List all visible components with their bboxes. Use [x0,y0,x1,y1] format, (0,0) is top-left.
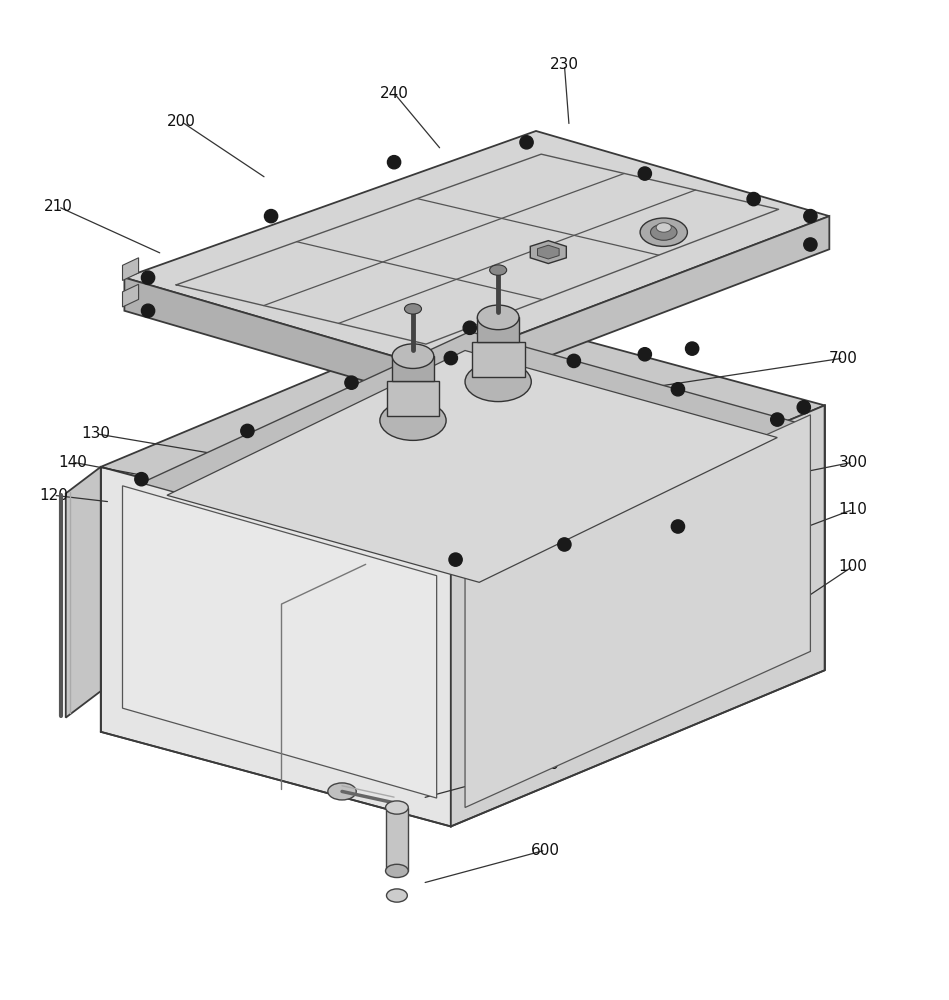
Text: 600: 600 [531,843,560,858]
Polygon shape [124,131,829,368]
Circle shape [671,520,684,533]
Polygon shape [537,245,559,259]
Polygon shape [472,342,525,377]
Polygon shape [392,356,434,381]
Text: 400: 400 [678,686,707,701]
Polygon shape [386,381,439,416]
Text: 210: 210 [44,199,73,214]
Circle shape [135,473,148,486]
Circle shape [797,401,810,414]
Circle shape [804,238,817,251]
Circle shape [558,538,571,551]
Polygon shape [141,332,796,574]
Text: 100: 100 [839,559,867,574]
Polygon shape [124,278,432,401]
Text: 140: 140 [58,455,86,470]
Circle shape [241,424,254,438]
Circle shape [449,553,462,566]
Ellipse shape [640,218,687,246]
Circle shape [444,351,457,365]
Text: 230: 230 [549,57,579,72]
Polygon shape [451,405,825,826]
Ellipse shape [477,305,519,330]
Ellipse shape [392,344,434,368]
Polygon shape [385,808,408,871]
Polygon shape [122,284,139,307]
Ellipse shape [385,864,408,878]
Text: 700: 700 [829,351,858,366]
Circle shape [387,156,400,169]
Circle shape [685,342,698,355]
Circle shape [747,192,760,206]
Polygon shape [465,415,810,808]
Polygon shape [122,258,139,280]
Text: 120: 120 [39,488,68,503]
Circle shape [671,383,684,396]
Text: 800: 800 [346,474,376,489]
Circle shape [638,348,651,361]
Circle shape [568,354,581,368]
Circle shape [141,304,155,317]
Ellipse shape [656,223,671,232]
Polygon shape [65,467,101,718]
Ellipse shape [386,889,407,902]
Ellipse shape [327,783,356,800]
Circle shape [344,376,358,389]
Polygon shape [432,216,829,401]
Ellipse shape [404,304,421,314]
Polygon shape [477,317,519,342]
Circle shape [265,210,278,223]
Ellipse shape [650,224,677,240]
Circle shape [804,210,817,223]
Ellipse shape [385,801,408,814]
Polygon shape [167,350,777,582]
Circle shape [463,321,476,334]
Ellipse shape [490,265,507,275]
Ellipse shape [465,362,531,402]
Polygon shape [101,311,825,562]
Circle shape [638,167,651,180]
Text: 130: 130 [82,426,110,441]
Text: 200: 200 [167,114,195,129]
Polygon shape [101,467,451,826]
Text: 500: 500 [531,757,560,772]
Ellipse shape [380,401,446,440]
Polygon shape [122,486,437,798]
Circle shape [520,136,533,149]
Circle shape [771,413,784,426]
Text: 110: 110 [839,502,867,517]
Circle shape [141,271,155,284]
Text: 300: 300 [839,455,867,470]
Polygon shape [530,241,567,264]
Text: 240: 240 [380,86,408,101]
